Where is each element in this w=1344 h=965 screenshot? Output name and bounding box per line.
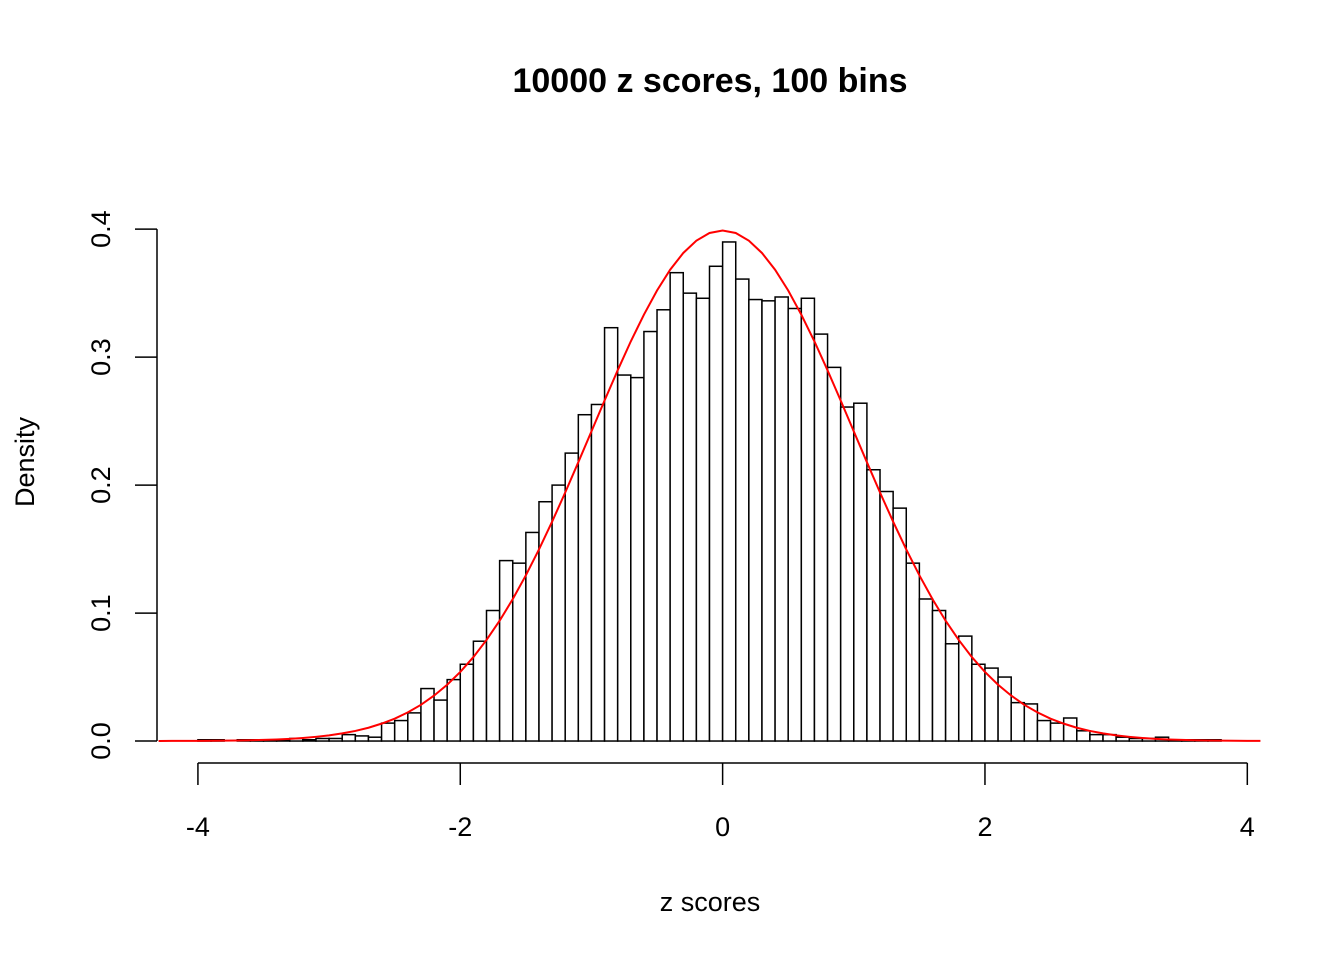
bar xyxy=(748,298,763,742)
bar xyxy=(643,330,658,742)
y-tick-label: 0.4 xyxy=(86,210,116,248)
bar xyxy=(695,297,711,742)
bar xyxy=(682,292,698,742)
bar xyxy=(590,403,606,742)
bar xyxy=(1128,737,1144,742)
bar xyxy=(1062,717,1078,742)
bar xyxy=(1049,722,1065,742)
bar xyxy=(800,297,816,742)
chart-title: 10000 z scores, 100 bins xyxy=(512,62,907,100)
bar xyxy=(1076,730,1091,742)
bar xyxy=(826,366,842,742)
bar xyxy=(944,643,960,742)
bar xyxy=(1036,719,1052,742)
x-tick-label: -4 xyxy=(186,812,210,842)
bar xyxy=(433,699,448,742)
bar xyxy=(603,326,619,742)
bar xyxy=(1089,733,1104,742)
bar xyxy=(879,490,894,742)
bar xyxy=(446,678,462,742)
bar xyxy=(498,559,514,742)
bar xyxy=(393,719,409,742)
bar xyxy=(1010,701,1026,742)
bar xyxy=(315,737,330,742)
bar xyxy=(380,722,396,742)
bar xyxy=(341,733,357,742)
x-tick-label: 2 xyxy=(977,812,992,842)
bar xyxy=(302,739,317,742)
x-tick-label: -2 xyxy=(448,812,472,842)
bar xyxy=(931,609,947,742)
bar xyxy=(656,309,671,742)
bar xyxy=(721,241,737,742)
bar xyxy=(866,468,881,742)
bar xyxy=(853,402,868,742)
x-axis-label: z scores xyxy=(660,887,761,917)
bar xyxy=(616,374,632,742)
bar xyxy=(472,640,488,742)
bar xyxy=(918,598,934,742)
y-tick-label: 0.1 xyxy=(86,594,116,632)
bar xyxy=(839,406,855,742)
bar xyxy=(459,663,475,742)
bar xyxy=(957,635,973,742)
bar xyxy=(774,296,789,742)
bar xyxy=(734,278,750,742)
bar xyxy=(669,271,685,742)
y-axis-label: Density xyxy=(10,416,40,507)
bar xyxy=(551,484,566,742)
bar xyxy=(577,413,593,742)
bar xyxy=(630,376,645,742)
bar xyxy=(813,333,829,742)
x-tick-label: 4 xyxy=(1240,812,1255,842)
bar xyxy=(787,307,803,742)
y-tick-label: 0.3 xyxy=(86,338,116,376)
bar xyxy=(511,562,527,742)
y-tick-label: 0.0 xyxy=(86,722,116,760)
bar xyxy=(407,712,422,742)
bar xyxy=(564,452,580,742)
bar xyxy=(971,663,986,742)
bar xyxy=(367,736,383,742)
bar xyxy=(354,735,370,742)
bar xyxy=(1115,736,1131,742)
y-tick-label: 0.2 xyxy=(86,466,116,504)
bar xyxy=(328,737,343,742)
bar xyxy=(761,300,776,742)
density-curve xyxy=(158,229,1261,743)
bar xyxy=(708,265,724,742)
bar xyxy=(905,562,921,742)
x-tick-label: 0 xyxy=(715,812,730,842)
